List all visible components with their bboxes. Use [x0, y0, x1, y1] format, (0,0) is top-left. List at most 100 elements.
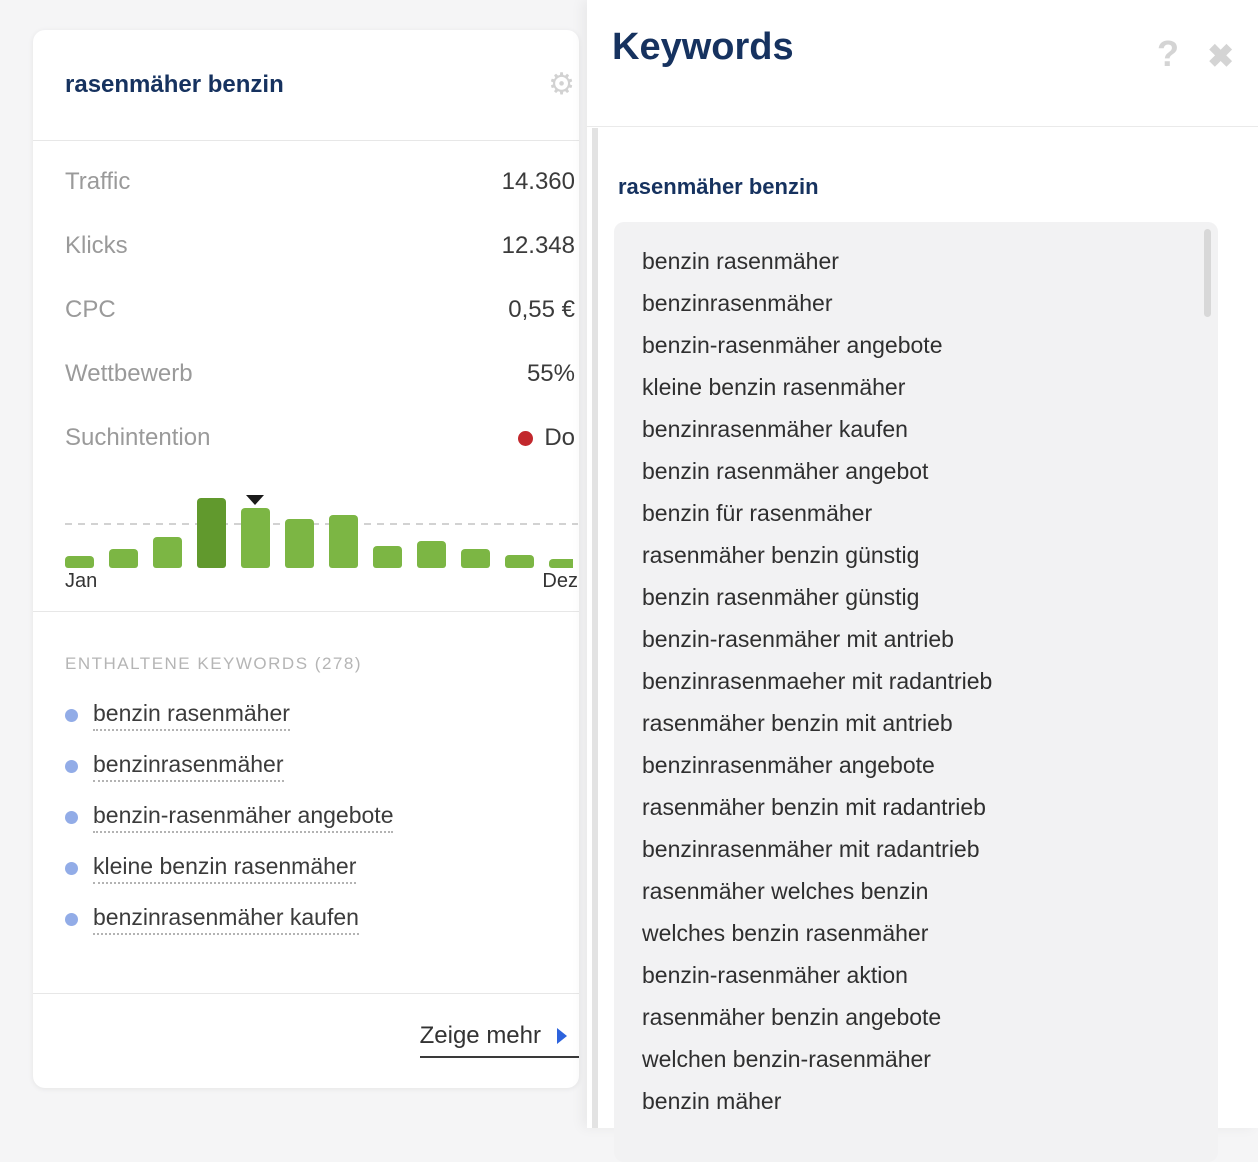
- metric-value: Do: [518, 424, 575, 452]
- metrics-list: Traffic 14.360 Klicks 12.348 CPC 0,55 € Wettbe…: [33, 141, 579, 470]
- keyword-list-item: rasenmäher benzin mit radantrieb: [642, 794, 986, 820]
- metric-value: 0,55 €: [508, 296, 575, 324]
- keyword-list-item: benzinrasenmäher angebote: [642, 752, 935, 778]
- chart-axis: Jan Dez: [65, 570, 578, 593]
- keyword-list-item: benzin rasenmäher: [642, 248, 839, 274]
- keyword-link[interactable]: benzin-rasenmäher angebote: [93, 802, 394, 833]
- keyword-bullet-icon: [65, 760, 78, 773]
- chart-bars: [65, 480, 578, 568]
- metric-row: Suchintention Do: [65, 406, 575, 470]
- metric-value-text: 14.360: [501, 168, 575, 195]
- keyword-list-item: benzin mäher: [642, 1088, 782, 1114]
- contained-keywords-section: ENTHALTENE KEYWORDS (278) benzin rasenmä…: [33, 654, 579, 945]
- chart-bar: [153, 537, 182, 568]
- close-icon[interactable]: ✖: [1207, 38, 1234, 74]
- keyword-list-item: rasenmäher benzin günstig: [642, 542, 920, 568]
- search-intent-dot-icon: [518, 430, 534, 446]
- chart-dashed-line: [65, 523, 578, 525]
- keyword-bullet-icon: [65, 709, 78, 722]
- axis-label-dez: Dez: [542, 570, 578, 592]
- keyword-list-box[interactable]: benzin rasenmäher benzinrasenmäher benzin-…: [614, 222, 1218, 1162]
- contained-keywords-heading: ENTHALTENE KEYWORDS (278): [65, 654, 547, 674]
- keyword-list-item: benzin rasenmäher günstig: [642, 584, 920, 610]
- metric-value-text: 0,55 €: [508, 296, 575, 323]
- keyword-list-item: benzin-rasenmäher aktion: [642, 962, 908, 988]
- keyword-list-item: benzinrasenmäher kaufen: [642, 416, 908, 442]
- keyword-link[interactable]: benzin rasenmäher: [93, 700, 290, 731]
- show-more-label: Zeige mehr: [419, 1022, 541, 1049]
- contained-keywords-title: ENTHALTENE KEYWORDS: [65, 654, 309, 673]
- panel-keyword-query: rasenmäher benzin: [618, 174, 819, 199]
- keyword-link[interactable]: benzinrasenmäher: [93, 751, 284, 782]
- help-icon[interactable]: ?: [1157, 33, 1179, 74]
- keyword-card: rasenmäher benzin ⚙ Traffic 14.360 Klicks 1…: [33, 30, 579, 1088]
- metric-label: Suchintention: [65, 424, 211, 451]
- metric-value-text: Do: [544, 424, 575, 451]
- gear-icon[interactable]: ⚙: [548, 68, 575, 101]
- chart-bar: [461, 549, 490, 568]
- contained-keyword-item: benzin-rasenmäher angebote: [65, 792, 547, 843]
- keyword-list-item: rasenmäher benzin angebote: [642, 1004, 942, 1030]
- keyword-bullet-icon: [65, 862, 78, 875]
- chart-bar: [285, 519, 314, 568]
- metric-label: Traffic: [65, 168, 131, 195]
- keyword-bullet-icon: [65, 811, 78, 824]
- metric-value: 14.360: [502, 168, 575, 196]
- metric-row: Klicks 12.348: [65, 214, 575, 278]
- metric-value-text: 55%: [526, 360, 575, 387]
- keyword-list-item: welchen benzin-rasenmäher: [642, 1046, 931, 1072]
- contained-keyword-item: benzin rasenmäher: [65, 690, 547, 741]
- divider: [33, 993, 579, 994]
- keyword-list-item: benzinrasenmaeher mit radantrieb: [642, 668, 993, 694]
- keyword-list-item: benzinrasenmäher mit radantrieb: [642, 836, 980, 862]
- metric-label: Klicks: [65, 232, 128, 259]
- panel-scrollbar[interactable]: [592, 128, 598, 1128]
- card-title: rasenmäher benzin: [65, 71, 284, 98]
- metric-label: CPC: [65, 296, 116, 323]
- chart-bar: [417, 541, 446, 568]
- chart-marker-icon: [246, 495, 264, 505]
- keyword-link[interactable]: kleine benzin rasenmäher: [93, 853, 357, 884]
- chart-bar: [505, 555, 534, 568]
- contained-keyword-item: benzinrasenmäher kaufen: [65, 894, 547, 945]
- metric-row: Wettbewerb 55%: [65, 342, 575, 406]
- keyword-list-item: benzin-rasenmäher mit antrieb: [642, 626, 954, 652]
- panel-header: Keywords ? ✖: [587, 0, 1258, 127]
- keyword-list-scrollbar[interactable]: [1204, 229, 1211, 317]
- keyword-list-item: benzin-rasenmäher angebote: [642, 332, 943, 358]
- traffic-chart: [65, 480, 578, 568]
- contained-keywords-list: benzin rasenmäher benzinrasenmäher benzin-…: [65, 690, 547, 945]
- keywords-panel: Keywords ? ✖ rasenmäher benzin benzin ra…: [587, 0, 1258, 1162]
- chart-bar: [329, 515, 358, 568]
- keyword-bullet-icon: [65, 913, 78, 926]
- keyword-list-item: welches benzin rasenmäher: [642, 920, 929, 946]
- keyword-list-item: kleine benzin rasenmäher: [642, 374, 906, 400]
- chart-bar: [549, 559, 573, 568]
- show-more-arrow-icon: [557, 1028, 567, 1044]
- contained-keywords-count: (278): [314, 654, 362, 673]
- chart-bar: [197, 498, 226, 568]
- keyword-list-item: benzin für rasenmäher: [642, 500, 873, 526]
- contained-keyword-item: benzinrasenmäher: [65, 741, 547, 792]
- metric-value-text: 12.348: [501, 232, 575, 259]
- keyword-list-item: rasenmäher benzin mit antrieb: [642, 710, 953, 736]
- keyword-link[interactable]: benzinrasenmäher kaufen: [93, 904, 359, 935]
- divider: [33, 611, 579, 612]
- chart-bar: [241, 508, 270, 568]
- metric-label: Wettbewerb: [65, 360, 193, 387]
- contained-keyword-item: kleine benzin rasenmäher: [65, 843, 547, 894]
- chart-bar: [65, 556, 94, 568]
- keyword-list-item: benzin rasenmäher angebot: [642, 458, 929, 484]
- chart-bar: [373, 546, 402, 568]
- metric-row: Traffic 14.360: [65, 150, 575, 214]
- card-footer: Zeige mehr: [33, 994, 579, 1086]
- card-header: rasenmäher benzin ⚙: [33, 30, 579, 141]
- axis-label-jan: Jan: [65, 570, 98, 592]
- show-more-link[interactable]: Zeige mehr: [419, 1022, 579, 1058]
- metric-row: CPC 0,55 €: [65, 278, 575, 342]
- chart-bar: [109, 549, 138, 568]
- metric-value: 55%: [527, 360, 575, 388]
- panel-keyword-list: benzin rasenmäher benzinrasenmäher benzin-…: [614, 222, 1218, 1122]
- metric-value: 12.348: [502, 232, 575, 260]
- keyword-list-item: rasenmäher welches benzin: [642, 878, 929, 904]
